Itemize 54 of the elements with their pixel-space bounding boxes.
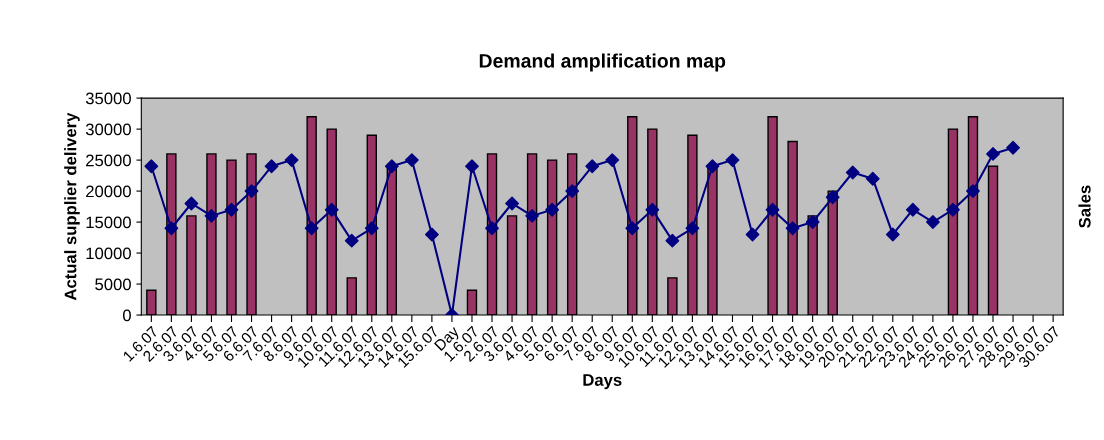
point (785, 221, 800, 236)
point (725, 153, 740, 168)
point (745, 227, 760, 242)
point (1006, 140, 1020, 155)
point (164, 221, 179, 236)
point (905, 202, 920, 217)
y-tick-label: 35000 (85, 92, 131, 105)
y-tick-label: 10000 (86, 247, 131, 260)
y-tick-label: 0 (122, 309, 131, 322)
y-axis-title: Actual supplier delivery (64, 112, 80, 301)
point (505, 196, 519, 211)
point (144, 159, 159, 174)
y-tick-label: 15000 (86, 216, 131, 229)
point (224, 202, 239, 217)
y-tick-label: 30000 (85, 123, 131, 136)
point (465, 159, 479, 174)
point (845, 165, 860, 180)
point (645, 202, 660, 217)
point (665, 233, 680, 248)
chart-title: Demand amplification map (479, 53, 726, 72)
point (585, 159, 600, 174)
point (244, 184, 259, 198)
point (324, 202, 339, 217)
y2-axis-title: Sales (1078, 185, 1091, 228)
x-axis-title: Days (583, 374, 622, 390)
point (625, 221, 640, 236)
point (966, 184, 980, 198)
point (204, 208, 219, 223)
point (825, 190, 840, 205)
point (384, 159, 399, 174)
point (865, 171, 880, 186)
point (284, 153, 299, 168)
point (565, 184, 580, 198)
y-tick-label: 20000 (86, 185, 131, 198)
point (765, 202, 780, 217)
point (525, 208, 539, 223)
point (485, 221, 499, 236)
point (424, 227, 439, 242)
point (986, 146, 1000, 161)
point (685, 221, 700, 236)
point (344, 233, 359, 248)
y-tick-label: 5000 (95, 278, 131, 291)
point (364, 221, 379, 236)
point (705, 159, 720, 174)
point (925, 215, 940, 229)
point (545, 202, 560, 217)
point (304, 221, 319, 236)
point (605, 153, 620, 168)
point (946, 202, 960, 217)
point (184, 196, 199, 211)
point (404, 153, 419, 168)
point (264, 159, 279, 174)
y-tick-label: 25000 (86, 154, 131, 167)
point (885, 227, 900, 242)
